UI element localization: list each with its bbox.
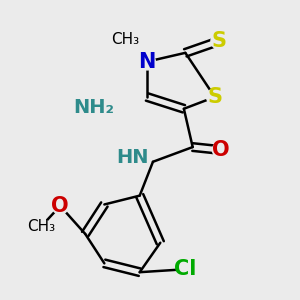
Circle shape bbox=[211, 33, 227, 49]
Text: S: S bbox=[207, 87, 222, 107]
Circle shape bbox=[86, 99, 102, 116]
Circle shape bbox=[212, 142, 229, 158]
Circle shape bbox=[177, 261, 194, 278]
Circle shape bbox=[52, 198, 68, 214]
Circle shape bbox=[206, 89, 223, 105]
Text: O: O bbox=[51, 196, 69, 216]
Text: Cl: Cl bbox=[174, 259, 197, 279]
Circle shape bbox=[124, 149, 141, 166]
Text: N: N bbox=[138, 52, 156, 72]
Text: CH₃: CH₃ bbox=[27, 219, 55, 234]
Text: S: S bbox=[212, 31, 227, 51]
Text: O: O bbox=[212, 140, 230, 160]
Circle shape bbox=[33, 218, 49, 235]
Text: HN: HN bbox=[116, 148, 148, 167]
Circle shape bbox=[139, 53, 155, 70]
Text: CH₃: CH₃ bbox=[111, 32, 139, 47]
Text: NH₂: NH₂ bbox=[74, 98, 115, 117]
Circle shape bbox=[117, 31, 133, 48]
